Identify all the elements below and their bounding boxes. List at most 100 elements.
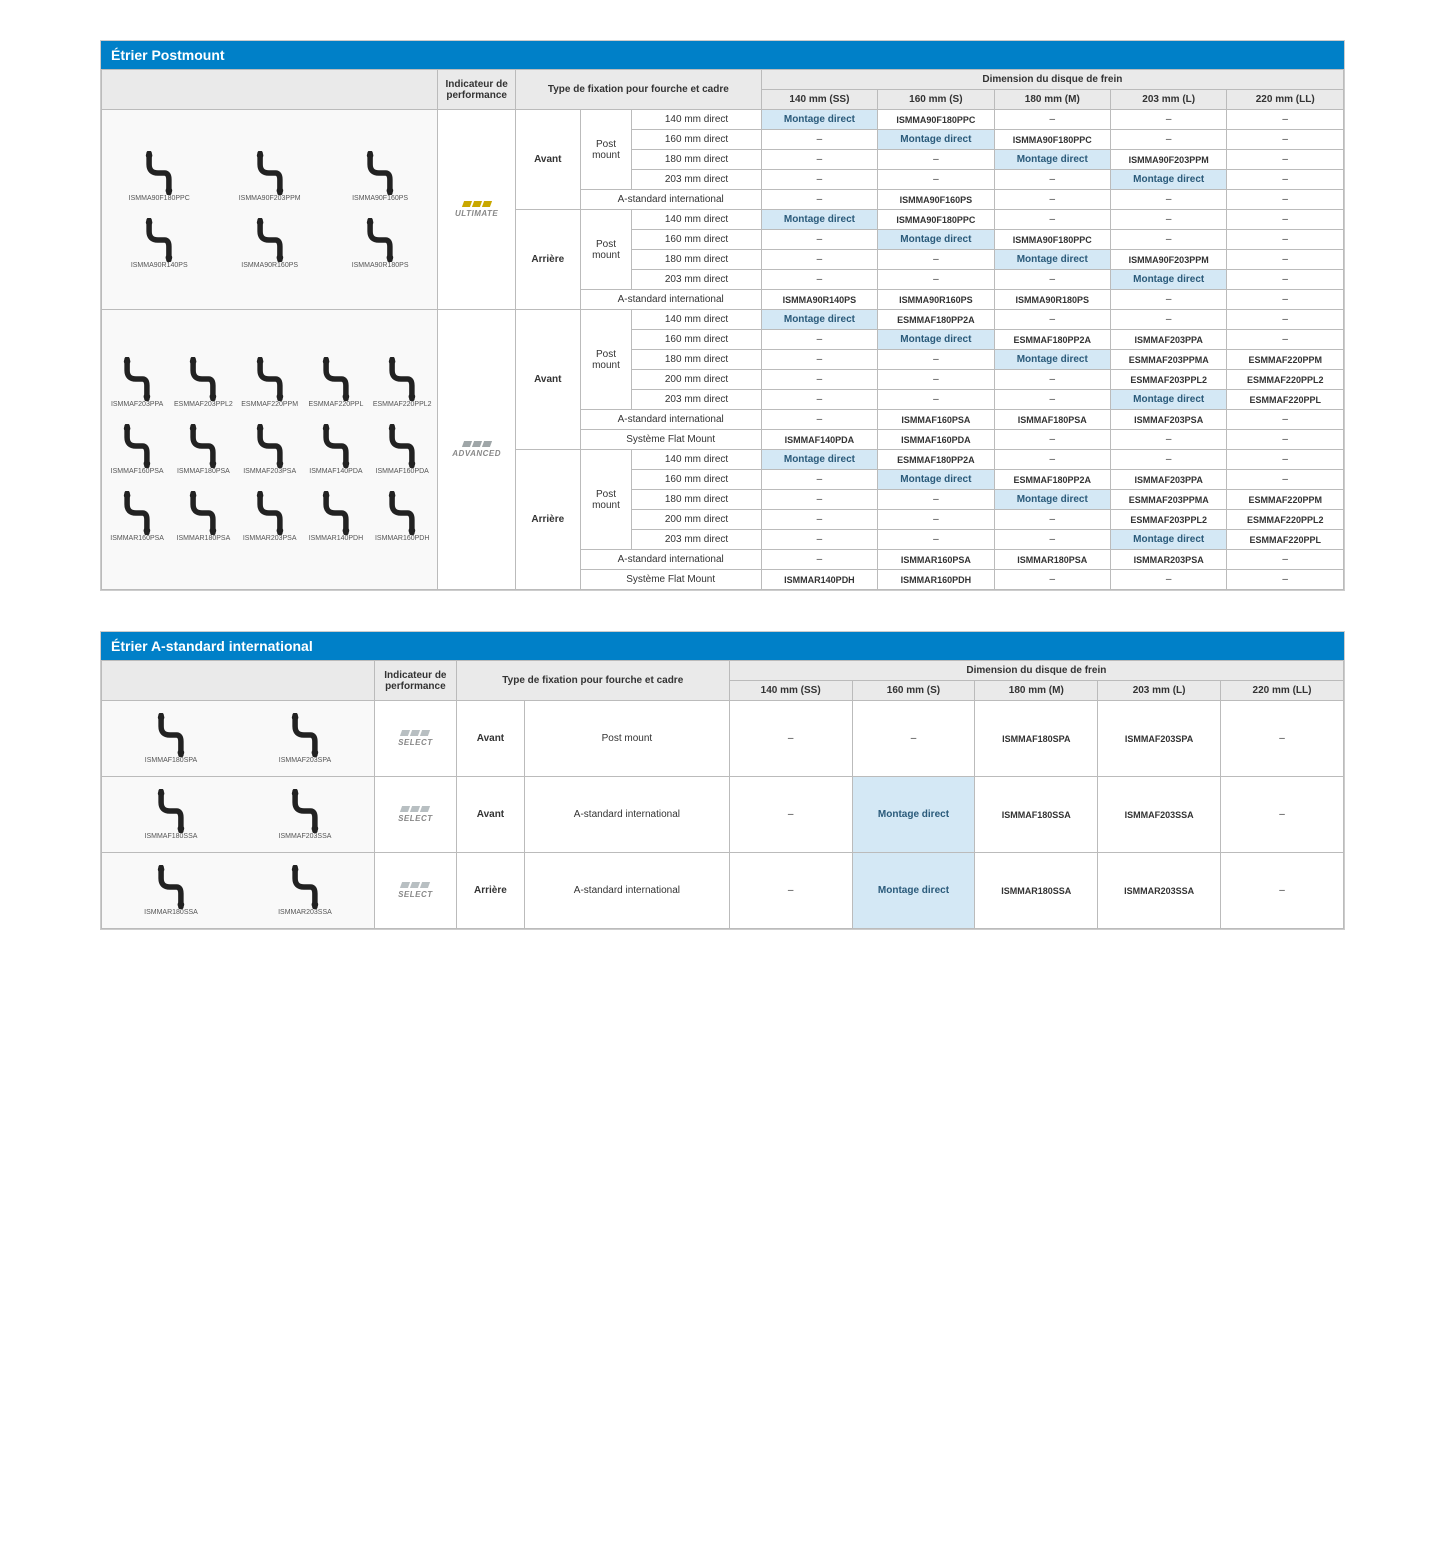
cell-partcode: ISMMAF203PPA (1110, 470, 1226, 490)
perf-cell: SELECT (374, 701, 456, 777)
th-dimension: Dimension du disque de frein (761, 70, 1343, 90)
cell-na: – (994, 110, 1110, 130)
cell-na: – (761, 390, 877, 410)
th-dim-180: 180 mm (M) (994, 90, 1110, 110)
mount-cell: Système Flat Mount (580, 430, 761, 450)
spec-cell: 140 mm direct (632, 110, 761, 130)
mount-cell: Post mount (580, 210, 632, 290)
adapter-thumb: ISMMA90F203PPM (247, 151, 293, 202)
adapter-code: ISMMAR203SSA (278, 909, 332, 916)
spec-cell: 200 mm direct (632, 510, 761, 530)
cell-na: – (1227, 170, 1344, 190)
cell-na: – (1227, 250, 1344, 270)
cell-na: – (761, 270, 877, 290)
position-cell: Arrière (515, 450, 580, 590)
th-perf: Indicateur de performance (438, 70, 516, 110)
thumbnail-strip: ISMMAF203PPAESMMAF203PPL2ESMMAF220PPMESM… (105, 349, 434, 416)
mount-cell: Post mount (580, 310, 632, 410)
cell-na: – (761, 150, 877, 170)
adapter-thumb: ISMMA90R180PS (357, 218, 403, 269)
cell-na: – (761, 330, 877, 350)
cell-partcode: ISMMA90F180PPC (878, 110, 994, 130)
tier-badge: SELECT (398, 729, 433, 747)
tier-badge: SELECT (398, 805, 433, 823)
position-cell: Arrière (515, 210, 580, 310)
adapter-code: ESMMAF220PPM (241, 401, 298, 408)
cell-na: – (1227, 550, 1344, 570)
mount-cell: A-standard international (580, 410, 761, 430)
cell-na: – (761, 250, 877, 270)
adapter-code: ISMMAR160PSA (110, 535, 164, 542)
cell-na: – (1227, 130, 1344, 150)
adapter-code: ISMMAR140PDH (309, 535, 363, 542)
adapter-code: ISMMA90F160PS (352, 195, 408, 202)
position-cell: Avant (515, 110, 580, 210)
adapter-thumb: ISMMA90R140PS (136, 218, 182, 269)
spec-cell: 203 mm direct (632, 390, 761, 410)
cell-na: – (994, 270, 1110, 290)
postmount-table: Indicateur de performance Type de fixati… (101, 69, 1344, 590)
spec-cell: 160 mm direct (632, 330, 761, 350)
cell-na: – (761, 350, 877, 370)
adapter-code: ISMMA90R180PS (352, 262, 409, 269)
thumbnail-strip: ISMMAF180SSAISMMAF203SSA (105, 781, 371, 848)
cell-na: – (1110, 230, 1226, 250)
tier-badge: ADVANCED (452, 440, 501, 458)
postmount-section: Étrier Postmount Indicateur de performan… (100, 40, 1345, 591)
cell-na: – (1227, 310, 1344, 330)
cell-partcode: ISMMAF180SPA (975, 701, 1098, 777)
adapter-thumb: ISMMAR180PSA (180, 491, 226, 542)
adapter-thumb: ISMMAR180SSA (148, 865, 194, 916)
thumbnail-strip: ISMMAF180SPAISMMAF203SPA (105, 705, 371, 772)
table-row: ISMMAF180SPAISMMAF203SPASELECTAvantPost … (102, 701, 1344, 777)
cell-na: – (1110, 210, 1226, 230)
cell-na: – (994, 190, 1110, 210)
cell-partcode: ISMMA90R140PS (761, 290, 877, 310)
cell-partcode: ESMMAF180PP2A (994, 470, 1110, 490)
adapter-image-cell: ISMMA90F180PPC ISMMA90F203PPM ISMMA90F160P… (102, 110, 438, 310)
adapter-thumb: ISMMAF160PSA (114, 424, 160, 475)
mount-cell: A-standard international (580, 290, 761, 310)
cell-na: – (1227, 570, 1344, 590)
cell-montage-direct: Montage direct (994, 350, 1110, 370)
cell-montage-direct: Montage direct (852, 777, 975, 853)
cell-na: – (729, 853, 852, 929)
adapter-code: ISMMAF140PDA (309, 468, 362, 475)
cell-partcode: ISMMAR180SSA (975, 853, 1098, 929)
adapter-thumb: ISMMAF203PSA (247, 424, 293, 475)
table-row: ISMMAF180SSAISMMAF203SSASELECTAvantA-sta… (102, 777, 1344, 853)
spec-cell: 200 mm direct (632, 370, 761, 390)
cell-na: – (994, 450, 1110, 470)
cell-na: – (878, 370, 994, 390)
adapter-code: ISMMAF180SPA (145, 757, 197, 764)
th-dimension: Dimension du disque de frein (729, 661, 1343, 681)
cell-na: – (1227, 190, 1344, 210)
adapter-code: ISMMA90F180PPC (129, 195, 190, 202)
cell-na: – (878, 510, 994, 530)
spec-cell: 180 mm direct (632, 350, 761, 370)
cell-montage-direct: Montage direct (994, 250, 1110, 270)
adapter-thumb: ISMMAF203PPA (114, 357, 160, 408)
adapter-code: ISMMA90R160PS (241, 262, 298, 269)
cell-na: – (1227, 150, 1344, 170)
adapter-image-cell: ISMMAF203PPAESMMAF203PPL2ESMMAF220PPMESM… (102, 310, 438, 590)
cell-montage-direct: Montage direct (878, 130, 994, 150)
astd-table: Indicateur de performance Type de fixati… (101, 660, 1344, 929)
cell-na: – (878, 350, 994, 370)
perf-cell: SELECT (374, 777, 456, 853)
adapter-thumb: ISMMA90F160PS (357, 151, 403, 202)
adapter-thumb: ISMMAF180SPA (148, 713, 194, 764)
cell-na: – (761, 510, 877, 530)
cell-partcode: ESMMAF220PPM (1227, 490, 1344, 510)
cell-montage-direct: Montage direct (1110, 390, 1226, 410)
spec-cell: 140 mm direct (632, 450, 761, 470)
adapter-code: ISMMAF203PSA (243, 468, 296, 475)
table-row: ISMMA90F180PPCISMMA90F203PPMISMMA90F160P… (102, 110, 1344, 130)
th-dim-140: 140 mm (SS) (761, 90, 877, 110)
cell-partcode: ISMMA90F180PPC (994, 230, 1110, 250)
cell-na: – (1227, 410, 1344, 430)
cell-montage-direct: Montage direct (878, 330, 994, 350)
cell-na: – (994, 210, 1110, 230)
mount-cell: Post mount (525, 701, 730, 777)
cell-na: – (761, 550, 877, 570)
